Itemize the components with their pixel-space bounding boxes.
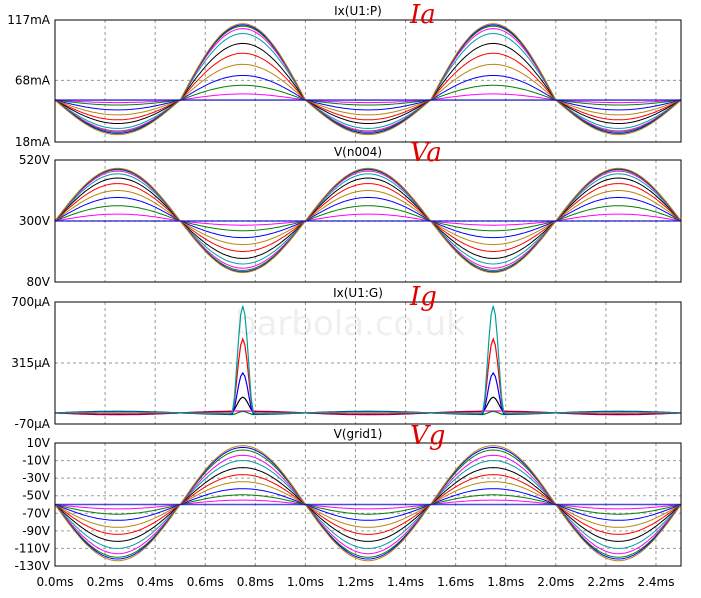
y-tick-label: -30V [22, 471, 51, 485]
y-tick-label: -90V [22, 524, 51, 538]
trace-line [54, 84, 682, 106]
x-tick-label: 1.4ms [387, 575, 424, 589]
watermark: barbola.co.uk [235, 304, 466, 344]
y-tick-label: 520V [19, 153, 51, 167]
trace-line [54, 196, 682, 239]
trace-line [54, 488, 682, 521]
annotation-va: Va [410, 138, 442, 168]
x-tick-label: 0.4ms [137, 575, 174, 589]
x-tick-label: 2.4ms [637, 575, 674, 589]
y-tick-label: 68mA [15, 73, 51, 87]
trace-line [54, 449, 682, 558]
y-tick-label: -10V [22, 454, 51, 468]
x-tick-label: 2.0ms [537, 575, 574, 589]
x-tick-label: 1.2ms [337, 575, 374, 589]
trace-line [54, 173, 682, 265]
trace-line [54, 494, 682, 515]
y-tick-label: -70V [22, 506, 51, 520]
annotation-vg: Vg [410, 421, 445, 451]
plot-frame [54, 19, 682, 143]
y-tick-label: 315µA [11, 356, 51, 370]
trace-line [54, 190, 682, 246]
trace-line [54, 445, 682, 562]
trace-line [54, 63, 682, 116]
x-tick-label: 1.8ms [487, 575, 524, 589]
trace-line [54, 454, 682, 555]
y-tick-label: -50V [22, 489, 51, 503]
y-tick-label: -70µA [15, 417, 51, 431]
y-tick-label: -110V [15, 541, 51, 555]
trace-line [54, 75, 682, 111]
trace-line [54, 177, 682, 259]
y-tick-label: -130V [15, 559, 51, 573]
trace-line [54, 481, 682, 528]
plot-frame [54, 442, 682, 567]
trace-line [54, 167, 682, 274]
y-tick-label: 300V [19, 214, 51, 228]
annotation-ig: Ig [409, 282, 437, 312]
panel-title-grid-voltage: V(grid1) [334, 427, 383, 441]
trace-line [54, 42, 682, 124]
trace-line [54, 52, 682, 121]
panel-title-anode-current: Ix(U1:P) [334, 4, 382, 18]
trace-line [54, 213, 682, 226]
trace-line [54, 93, 682, 104]
panel-title-grid-current: Ix(U1:G) [333, 286, 383, 300]
y-tick-label: 117mA [7, 13, 51, 27]
trace-line [54, 23, 682, 136]
trace-line [54, 446, 682, 560]
trace-line [54, 460, 682, 549]
plot-frame [54, 301, 682, 425]
trace-line [54, 337, 682, 415]
panel-title-anode-voltage: V(n004) [334, 145, 382, 159]
plot-frame [54, 159, 682, 283]
trace-line [54, 499, 682, 510]
annotation-ia: Ia [409, 0, 436, 30]
x-tick-label: 0.2ms [87, 575, 124, 589]
trace-line [54, 24, 682, 134]
trace-line [54, 205, 682, 232]
x-tick-label: 1.0ms [287, 575, 324, 589]
x-tick-label: 2.2ms [587, 575, 624, 589]
y-tick-label: 10V [27, 436, 51, 450]
trace-line [54, 183, 682, 252]
x-tick-label: 0.0ms [36, 575, 73, 589]
y-tick-label: 80V [27, 275, 51, 289]
y-tick-label: 18mA [15, 135, 51, 149]
x-tick-label: 0.6ms [187, 575, 224, 589]
x-tick-label: 1.6ms [437, 575, 474, 589]
x-tick-label: 0.8ms [237, 575, 274, 589]
trace-line [54, 33, 682, 129]
trace-line [55, 305, 681, 415]
trace-line [54, 467, 682, 542]
trace-line [54, 474, 682, 535]
y-tick-label: 700µA [11, 295, 51, 309]
